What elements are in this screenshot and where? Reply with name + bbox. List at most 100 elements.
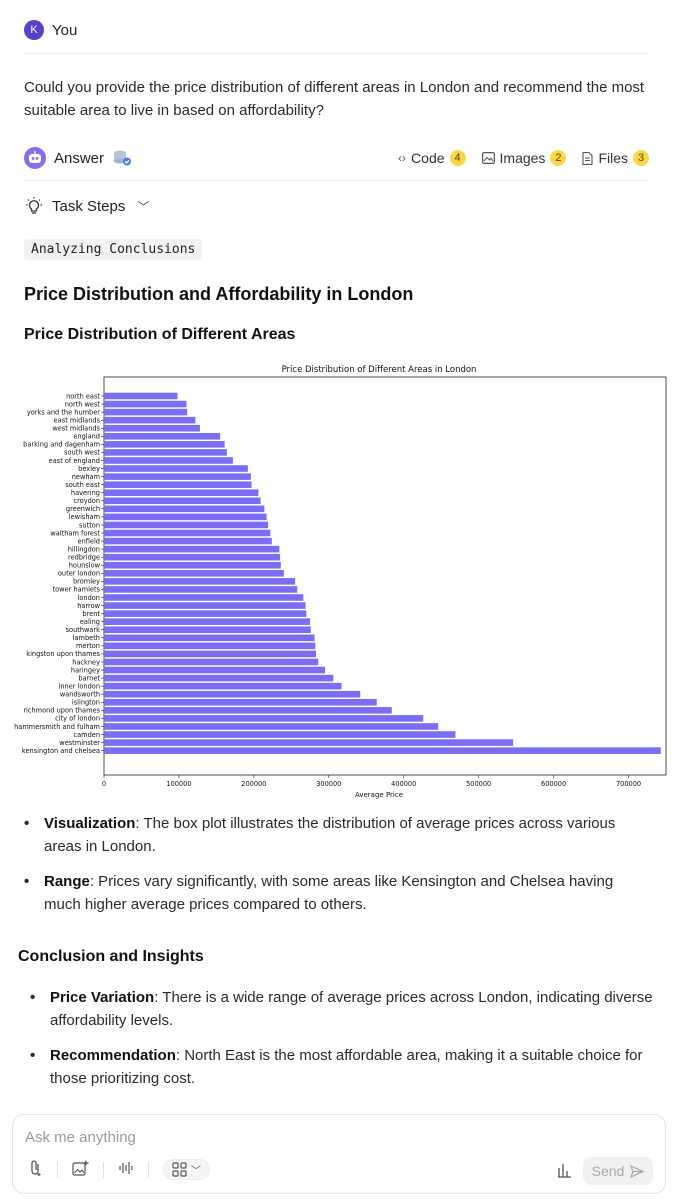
conclusion-heading: Conclusion and Insights	[18, 948, 204, 965]
y-tick-label: bromley	[73, 578, 100, 586]
bar	[104, 481, 252, 488]
y-tick-label: greenwich	[66, 505, 100, 513]
divider	[24, 53, 649, 54]
bar	[104, 513, 267, 521]
list-item: Recommendation: North East is the most a…	[30, 1044, 655, 1090]
y-tick-label: redbridge	[68, 554, 100, 562]
y-tick-label: north east	[66, 392, 100, 400]
bullet-text: : There is a wide range of average price…	[50, 989, 653, 1029]
bullet-term: Recommendation	[50, 1047, 176, 1064]
y-tick-label: barking and dagenham	[23, 441, 100, 449]
y-tick-label: east of england	[49, 457, 100, 465]
y-tick-label: south west	[64, 449, 100, 457]
bullet-term: Visualization	[44, 815, 136, 832]
x-axis-label: Average Price	[355, 791, 403, 799]
divider	[103, 1161, 104, 1178]
chat-input[interactable]: Ask me anything	[25, 1129, 136, 1146]
code-tab[interactable]: ‹› Code 4	[398, 150, 466, 166]
x-tick-label: 500000	[466, 780, 491, 788]
bar	[104, 723, 439, 730]
bar	[104, 392, 178, 400]
bar	[104, 457, 233, 464]
bar	[104, 521, 269, 529]
bar	[104, 642, 316, 650]
y-tick-label: lambeth	[73, 634, 100, 642]
bar	[104, 650, 317, 658]
bar	[104, 465, 248, 472]
add-image-icon[interactable]	[72, 1160, 89, 1180]
y-tick-label: north west	[65, 400, 101, 408]
y-tick-label: ealing	[80, 618, 100, 626]
chevron-down-icon: ﹀	[191, 1166, 201, 1177]
y-tick-label: yorks and the humber	[27, 408, 100, 416]
y-tick-label: city of london	[55, 715, 100, 723]
y-tick-label: west midlands	[52, 425, 100, 433]
input-toolbar: ﹀	[29, 1159, 210, 1180]
y-tick-label: outer london	[58, 570, 100, 578]
images-tab[interactable]: Images 2	[481, 150, 567, 166]
bar	[104, 739, 514, 746]
send-button[interactable]: Send	[583, 1157, 653, 1185]
bar	[104, 626, 311, 634]
y-tick-label: barnet	[78, 674, 100, 682]
bar	[104, 690, 361, 698]
send-label: Send	[591, 1163, 625, 1179]
bar	[104, 731, 456, 738]
y-tick-label: richmond upon thames	[23, 707, 100, 715]
y-tick-label: london	[78, 594, 100, 602]
user-name: You	[52, 21, 78, 39]
voice-icon[interactable]	[118, 1160, 134, 1180]
divider	[24, 180, 649, 181]
bar	[104, 537, 272, 545]
y-tick-label: wandsworth	[60, 691, 100, 699]
bar	[104, 698, 377, 706]
list-item: Price Variation: There is a wide range o…	[30, 986, 655, 1032]
y-tick-label: hillingdon	[68, 545, 100, 553]
images-count-badge: 2	[550, 150, 567, 166]
y-tick-label: hounslow	[69, 562, 101, 570]
bar	[104, 594, 304, 601]
chat-input-box[interactable]: Ask me anything ﹀ Send	[12, 1114, 666, 1194]
tools-menu-button[interactable]: ﹀	[163, 1159, 210, 1180]
bar	[104, 747, 661, 754]
file-icon	[582, 151, 593, 165]
section-heading: Price Distribution and Affordability in …	[24, 284, 414, 304]
y-tick-label: merton	[76, 642, 100, 650]
y-tick-label: westminster	[59, 739, 100, 747]
list-item: Visualization: The box plot illustrates …	[24, 812, 644, 858]
y-tick-label: sutton	[79, 521, 100, 529]
files-count-badge: 3	[633, 150, 649, 166]
status-tag: Analyzing Conclusions	[24, 239, 203, 260]
x-tick-label: 300000	[316, 780, 341, 788]
files-tab[interactable]: Files 3	[582, 150, 649, 166]
bullet-text: : Prices vary significantly, with some a…	[44, 873, 614, 913]
bar	[104, 505, 265, 513]
y-tick-label: inner london	[59, 682, 101, 690]
user-row: K You	[24, 20, 77, 40]
task-steps-label: Task Steps	[52, 197, 126, 215]
bar	[104, 561, 281, 569]
bar	[104, 449, 227, 456]
y-tick-label: south east	[65, 481, 100, 489]
x-tick-label: 200000	[241, 780, 266, 788]
bar	[104, 674, 334, 682]
bar	[104, 610, 307, 617]
y-tick-label: haringey	[71, 666, 100, 674]
task-steps-toggle[interactable]: Task Steps ﹀	[24, 196, 149, 216]
list-item: Range: Prices vary significantly, with s…	[24, 870, 644, 916]
y-tick-label: kingston upon thames	[26, 650, 100, 658]
y-tick-label: southwark	[66, 626, 101, 634]
lightbulb-icon	[26, 197, 42, 214]
code-count-badge: 4	[449, 150, 466, 166]
chart-bars-icon[interactable]	[557, 1162, 573, 1182]
y-tick-label: kensington and chelsea	[22, 747, 100, 755]
attachment-icon[interactable]	[29, 1159, 43, 1180]
send-arrow-icon	[630, 1164, 645, 1178]
bar	[104, 408, 188, 416]
bar	[104, 433, 221, 440]
bullet-text: : The box plot illustrates the distribut…	[44, 815, 616, 855]
bar	[104, 400, 187, 408]
divider	[148, 1161, 149, 1178]
y-tick-label: england	[73, 433, 100, 441]
y-tick-label: newham	[72, 473, 100, 481]
